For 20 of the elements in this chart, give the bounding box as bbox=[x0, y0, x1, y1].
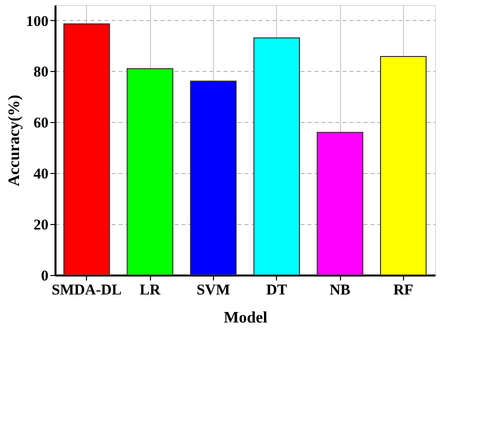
bar bbox=[126, 68, 174, 276]
x-tick-label: NB bbox=[330, 282, 350, 298]
y-tick-label: 80 bbox=[34, 64, 48, 81]
x-tick-label: DT bbox=[266, 282, 288, 298]
x-axis-title: Model bbox=[224, 310, 268, 326]
x-tick-label: LR bbox=[140, 282, 161, 298]
y-tick-label: 100 bbox=[26, 14, 48, 30]
bar bbox=[316, 132, 364, 276]
x-tick-label: SMDA-DL bbox=[52, 282, 122, 298]
y-tick-label: 0 bbox=[41, 268, 48, 284]
y-tick-label: 20 bbox=[34, 218, 48, 234]
x-tick-label: SVM bbox=[196, 282, 230, 298]
bar bbox=[190, 80, 237, 276]
y-tick-label: 40 bbox=[34, 166, 48, 183]
bar bbox=[63, 23, 110, 276]
bar bbox=[253, 37, 300, 276]
y-axis-title: Accuracy(%) bbox=[6, 94, 23, 186]
bar bbox=[380, 56, 427, 276]
y-tick-label: 60 bbox=[34, 116, 48, 132]
x-tick-label: RF bbox=[393, 282, 414, 298]
